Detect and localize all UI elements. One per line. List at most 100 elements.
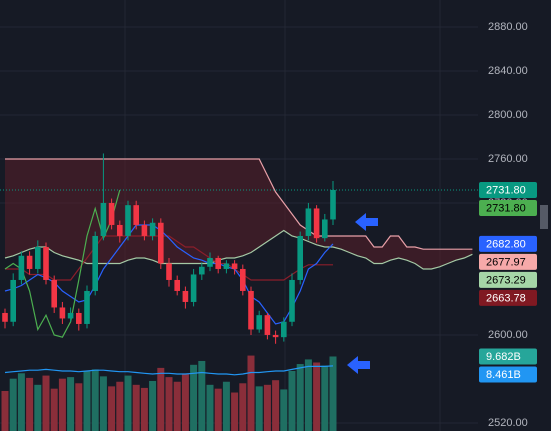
- candle-body: [174, 279, 180, 291]
- cloud-fill: [5, 159, 473, 269]
- volume-bar: [99, 376, 107, 431]
- price-label: 2677.97: [486, 256, 526, 268]
- candle-body: [305, 208, 312, 236]
- candle-body: [207, 257, 213, 267]
- candle-body: [248, 290, 254, 330]
- candle-body: [10, 279, 16, 322]
- price-label-box: [479, 235, 537, 252]
- volume-bar: [1, 390, 9, 431]
- volume-bar: [75, 383, 83, 431]
- price-label-box: [479, 348, 537, 365]
- candle-body: [190, 274, 197, 302]
- price-label-box: [479, 271, 537, 288]
- candle-body: [223, 263, 230, 269]
- candle-body: [330, 189, 336, 220]
- volume-bar: [124, 375, 132, 431]
- candle-body: [158, 222, 164, 264]
- volume-bar: [321, 365, 329, 431]
- candle-body: [281, 321, 287, 338]
- volume-bar: [222, 381, 230, 431]
- candle-body: [26, 255, 33, 269]
- candle-body: [297, 235, 303, 280]
- y-tick-label: 2760.00: [488, 153, 528, 165]
- price-label: 2682.80: [486, 238, 526, 250]
- volume-bar: [206, 384, 214, 431]
- price-label: 9.682B: [486, 351, 521, 363]
- volume-ma-line: [4, 365, 334, 376]
- price-label: 2731.80: [486, 202, 526, 214]
- candle-body: [43, 246, 49, 280]
- candle-body: [199, 266, 205, 275]
- indicator-line: [4, 229, 473, 270]
- volume-bar: [231, 392, 239, 431]
- candle-body: [125, 205, 131, 236]
- candle-body: [51, 279, 57, 308]
- price-label: 8.461B: [486, 369, 521, 381]
- volume-bar: [272, 380, 280, 431]
- volume-bar: [247, 355, 255, 431]
- indicator-line: [5, 235, 333, 281]
- candle-body: [76, 312, 82, 324]
- candle-body: [240, 268, 246, 291]
- volume-bar: [304, 359, 312, 431]
- volume-bar: [181, 374, 189, 431]
- arrow: [355, 213, 378, 231]
- volume-bar: [67, 377, 75, 431]
- candle-body: [108, 202, 115, 225]
- volume-bar: [42, 375, 50, 431]
- candle-body: [59, 307, 66, 319]
- y-tick-label: 2520.00: [488, 417, 528, 429]
- price-label-box: [479, 253, 537, 270]
- volume-bar: [58, 378, 66, 431]
- volume-bar: [190, 364, 198, 431]
- volume-bar: [9, 378, 17, 431]
- volume-bar: [149, 380, 157, 431]
- volume-bar: [50, 388, 58, 431]
- price-label: 2673.29: [486, 274, 526, 286]
- volume-bar: [132, 384, 140, 431]
- volume-bar: [91, 369, 99, 431]
- price-label-box: [479, 181, 537, 198]
- candle-body: [256, 315, 262, 330]
- price-label-box: [479, 199, 537, 216]
- plot: [0, 26, 478, 431]
- candle-body: [272, 334, 279, 338]
- candle-body: [313, 208, 320, 239]
- volume-bar: [239, 383, 247, 431]
- price-label: 2731.80: [486, 184, 526, 196]
- price-label: 2663.78: [486, 292, 526, 304]
- volume-bar: [157, 367, 165, 431]
- candle-body: [166, 263, 172, 280]
- candle-body: [264, 315, 271, 335]
- volume-bar: [83, 370, 91, 431]
- candle-body: [133, 205, 139, 225]
- candle-body: [141, 224, 148, 236]
- volume-bar: [255, 386, 263, 431]
- volume-bar: [165, 377, 173, 431]
- volume-bar: [173, 381, 181, 431]
- candle-body: [117, 224, 123, 236]
- volume-bar: [296, 364, 304, 431]
- volume-bar: [263, 384, 271, 431]
- candle-body: [18, 255, 25, 280]
- price-label-box: [479, 366, 537, 383]
- volume-bar: [329, 356, 337, 431]
- volume-bar: [34, 384, 42, 431]
- y-tick-label: 2840.00: [488, 65, 528, 77]
- candle-body: [215, 257, 221, 269]
- scroll-handle[interactable]: [540, 205, 548, 229]
- candle-body: [182, 290, 189, 302]
- price-label-box: [479, 289, 537, 306]
- volume-bar: [116, 381, 124, 431]
- candle-body: [67, 312, 74, 319]
- volume-bar: [214, 388, 222, 431]
- volume-bar: [108, 386, 116, 431]
- volume-bar: [26, 377, 34, 431]
- axis-labels: 2880.002840.002800.002760.002720.002600.…: [479, 21, 537, 429]
- volume-bar: [280, 389, 288, 431]
- candle-body: [322, 219, 328, 239]
- volume-bar: [198, 360, 206, 431]
- volume-bar: [17, 373, 25, 431]
- candle-body: [231, 263, 238, 269]
